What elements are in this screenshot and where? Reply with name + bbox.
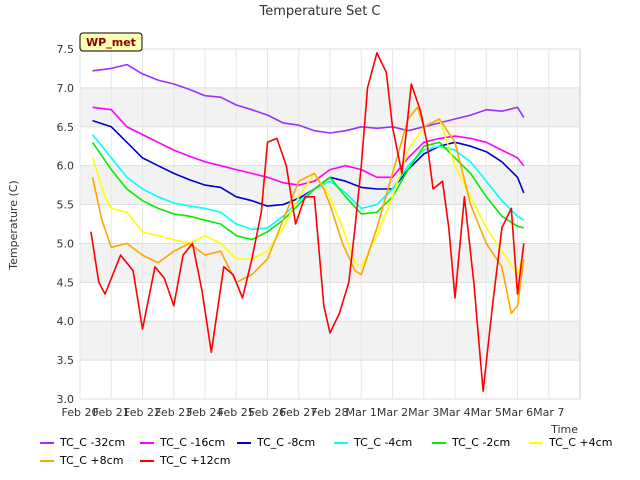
legend-item: TC_C -32cm xyxy=(40,436,125,449)
legend-item: TC_C +8cm xyxy=(40,454,123,467)
series-line xyxy=(92,106,525,186)
chart-title: Temperature Set C xyxy=(258,4,380,19)
y-tick-label: 3.0 xyxy=(57,393,75,406)
legend-item: TC_C +4cm xyxy=(529,436,612,449)
legend-swatch xyxy=(334,441,348,444)
legend-item: TC_C -8cm xyxy=(237,436,315,449)
x-tick-label: Feb 22 xyxy=(124,406,161,419)
legend-swatch xyxy=(237,441,251,444)
x-tick-label: Feb 26 xyxy=(249,406,286,419)
legend-swatch xyxy=(40,459,54,462)
x-tick-label: Mar 5 xyxy=(471,406,502,419)
y-tick-label: 7.5 xyxy=(57,43,75,56)
x-axis-label: Time xyxy=(550,423,578,436)
x-tick-label: Feb 20 xyxy=(62,406,99,419)
y-tick-label: 6.5 xyxy=(57,121,75,134)
legend-swatch xyxy=(432,441,446,444)
y-tick-label: 5.5 xyxy=(57,199,75,212)
legend-label: TC_C +4cm xyxy=(549,436,613,449)
grid-lines xyxy=(79,48,580,400)
x-tick-label: Mar 7 xyxy=(533,406,564,419)
legend-label: TC_C -2cm xyxy=(452,436,511,449)
x-tick-label: Feb 28 xyxy=(312,406,349,419)
legend-item: TC_C +12cm xyxy=(140,454,230,467)
legend-swatch xyxy=(529,441,543,444)
legend-row: TC_C +8cm TC_C +12cm xyxy=(40,454,630,472)
series-line xyxy=(91,106,525,315)
legend-swatch xyxy=(40,441,54,444)
legend-label: TC_C -8cm xyxy=(257,436,316,449)
legend-label: TC_C -32cm xyxy=(60,436,126,449)
x-tick-label: Mar 4 xyxy=(439,406,470,419)
x-tick-label: Feb 21 xyxy=(93,406,130,419)
x-tick-label: Feb 23 xyxy=(155,406,192,419)
y-tick-label: 6.0 xyxy=(57,160,75,173)
series-lines xyxy=(90,52,525,393)
legend-row: TC_C -32cm TC_C -16cm TC_C -8cm TC_C -4cm TC… xyxy=(40,436,630,454)
x-tick-label: Mar 6 xyxy=(502,406,533,419)
series-line xyxy=(92,63,525,134)
wp-met-badge-label: WP_met xyxy=(86,36,136,49)
legend-label: TC_C -4cm xyxy=(354,436,413,449)
legend: TC_C -32cm TC_C -16cm TC_C -8cm TC_C -4cm TC… xyxy=(40,436,630,472)
y-tick-label: 4.0 xyxy=(57,315,75,328)
legend-item: TC_C -4cm xyxy=(334,436,412,449)
y-tick-label: 5.0 xyxy=(57,237,75,250)
x-tick-label: Feb 24 xyxy=(187,406,224,419)
y-tick-label: 3.5 xyxy=(57,354,75,367)
x-tick-label: Feb 27 xyxy=(280,406,317,419)
y-tick-label: 4.5 xyxy=(57,276,75,289)
legend-label: TC_C -16cm xyxy=(160,436,226,449)
wp-met-badge: WP_met xyxy=(79,32,143,52)
legend-item: TC_C -2cm xyxy=(432,436,510,449)
x-tick-label: Feb 25 xyxy=(218,406,255,419)
legend-label: TC_C +12cm xyxy=(160,454,231,467)
x-tick-label: Mar 2 xyxy=(377,406,408,419)
y-tick-label: 7.0 xyxy=(57,82,75,95)
x-tick-label: Mar 1 xyxy=(346,406,377,419)
legend-swatch xyxy=(140,441,154,444)
legend-item: TC_C -16cm xyxy=(140,436,225,449)
series-line xyxy=(90,52,525,393)
x-tick-label: Mar 3 xyxy=(408,406,439,419)
legend-label: TC_C +8cm xyxy=(60,454,124,467)
legend-swatch xyxy=(140,459,154,462)
y-tick-labels: 3.0 3.5 4.0 4.5 5.0 5.5 6.0 6.5 7.0 7.5 xyxy=(57,43,75,406)
y-axis-label: Temperature (C) xyxy=(7,180,20,270)
